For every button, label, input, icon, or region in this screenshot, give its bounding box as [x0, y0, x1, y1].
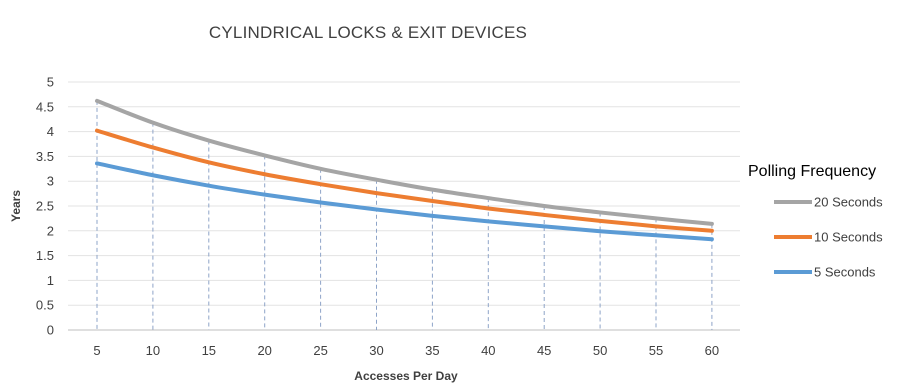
- series-line: [95, 128, 714, 233]
- x-tick-label: 45: [537, 343, 551, 358]
- legend-label: 20 Seconds: [814, 195, 883, 210]
- y-tick-label: 2.5: [36, 199, 54, 214]
- x-tick-label: 60: [705, 343, 719, 358]
- y-tick-label: 4: [47, 124, 54, 139]
- drop-lines: [96, 100, 713, 330]
- legend-label: 10 Seconds: [814, 230, 883, 245]
- x-tick-label: 55: [649, 343, 663, 358]
- y-tick-label: 0.5: [36, 298, 54, 313]
- y-tick-labels: 0 0.5 1 1.5 2 2.5 3 3.5 4 4.5 5: [36, 75, 54, 338]
- y-tick-label: 2: [47, 223, 54, 238]
- x-tick-label: 50: [593, 343, 607, 358]
- y-tick-label: 1: [47, 273, 54, 288]
- x-tick-label: 35: [425, 343, 439, 358]
- y-tick-label: 1.5: [36, 248, 54, 263]
- y-tick-label: 3: [47, 174, 54, 189]
- x-tick-label: 20: [257, 343, 271, 358]
- x-tick-label: 25: [313, 343, 327, 358]
- y-tick-label: 3.5: [36, 149, 54, 164]
- series-lines: [95, 98, 714, 242]
- gridlines: [68, 81, 740, 331]
- x-axis-title: Accesses Per Day: [354, 369, 458, 383]
- series-line: [95, 98, 714, 226]
- y-axis-title: Years: [9, 190, 23, 222]
- x-tick-label: 30: [369, 343, 383, 358]
- x-tick-label: 5: [93, 343, 100, 358]
- x-tick-labels: 5 10 15 20 25 30 35 40 45 50 55 60: [93, 343, 719, 358]
- series-line: [95, 161, 714, 242]
- y-tick-label: 0: [47, 323, 54, 338]
- y-tick-label: 4.5: [36, 99, 54, 114]
- chart-title: CYLINDRICAL LOCKS & EXIT DEVICES: [209, 23, 527, 42]
- y-tick-label: 5: [47, 75, 54, 90]
- x-tick-label: 40: [481, 343, 495, 358]
- x-tick-label: 15: [202, 343, 216, 358]
- legend: Polling Frequency 20 Seconds 10 Seconds 5 …: [748, 163, 883, 280]
- x-tick-label: 10: [146, 343, 160, 358]
- legend-title: Polling Frequency: [748, 163, 876, 180]
- legend-label: 5 Seconds: [814, 265, 876, 280]
